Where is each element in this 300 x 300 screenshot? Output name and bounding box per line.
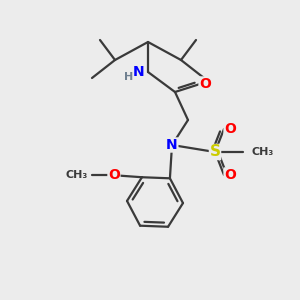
Text: O: O <box>199 77 211 91</box>
Text: O: O <box>224 168 236 182</box>
Text: S: S <box>209 145 220 160</box>
Text: O: O <box>224 122 236 136</box>
Text: O: O <box>108 168 120 182</box>
Text: CH₃: CH₃ <box>66 170 88 180</box>
Text: H: H <box>124 72 134 82</box>
Text: CH₃: CH₃ <box>251 147 273 157</box>
Text: N: N <box>133 65 145 79</box>
Text: N: N <box>166 138 178 152</box>
